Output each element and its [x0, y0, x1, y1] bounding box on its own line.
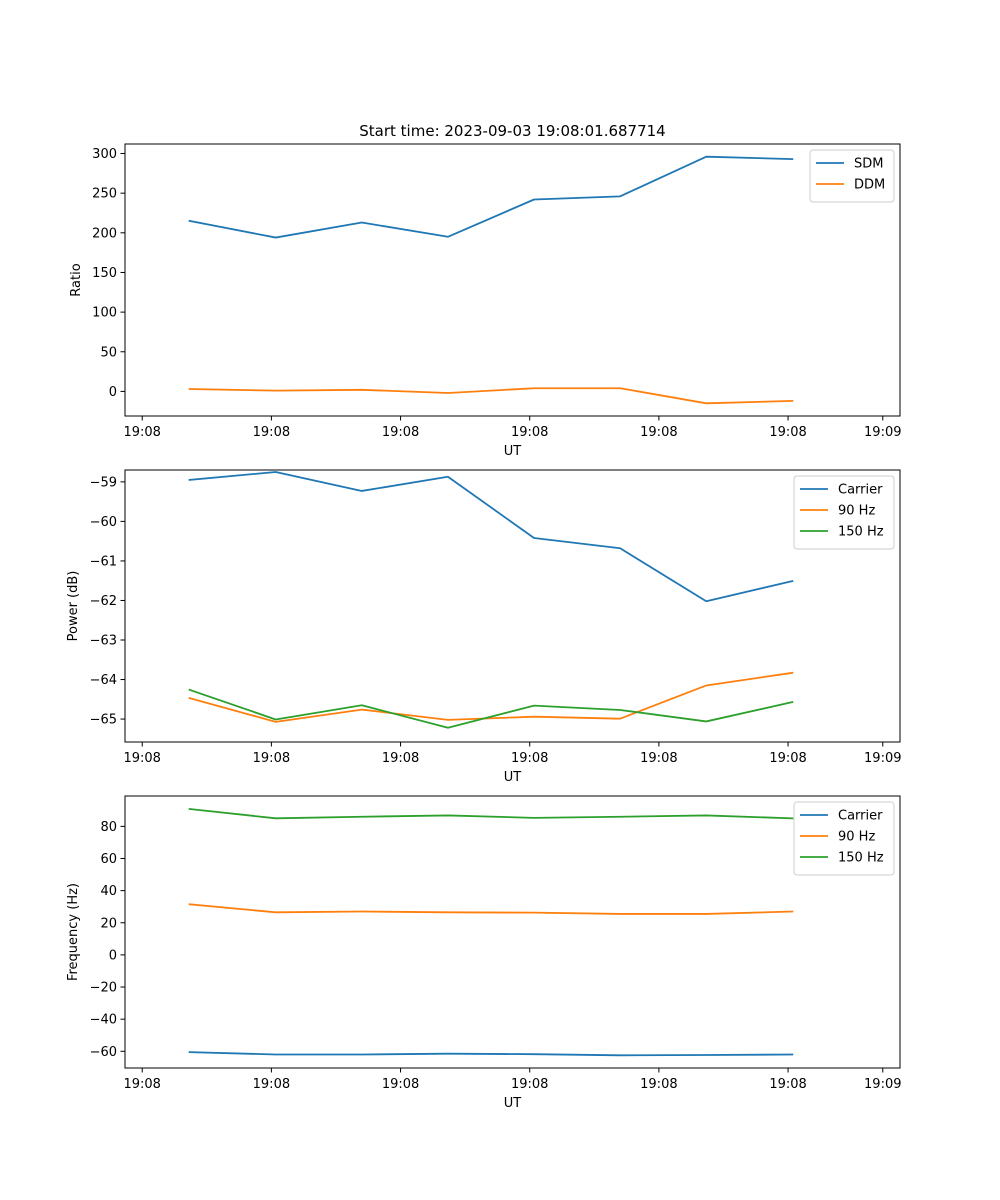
y-tick-label: −40	[90, 1013, 117, 1028]
legend-label: Carrier	[838, 483, 883, 498]
y-tick-label: −59	[90, 475, 117, 490]
legend-label: Carrier	[838, 809, 883, 824]
axes-frame	[124, 795, 901, 1069]
x-tick-label: 19:08	[640, 1077, 677, 1092]
y-tick-label: −62	[90, 594, 117, 609]
x-tick-label: 19:08	[123, 425, 160, 440]
chart-panel-3: 19:08 19:08 19:08 19:08 19:08 19:08 19:09 −60 −4…	[66, 795, 902, 1111]
x-axis-label: UT	[504, 444, 522, 459]
y-tick-label: −63	[90, 634, 117, 649]
y-tick-label: 0	[109, 385, 117, 400]
legend: SDM DDM	[809, 149, 895, 203]
axes-frame	[124, 143, 901, 417]
x-tick-label: 19:08	[511, 425, 548, 440]
legend-label: 150 Hz	[838, 851, 884, 866]
series-line-carrier	[188, 1051, 794, 1057]
y-tick-label: 150	[92, 266, 117, 281]
y-tick-label: 20	[100, 916, 117, 931]
x-tick-label: 19:08	[640, 425, 677, 440]
chart-panel-2: 19:08 19:08 19:08 19:08 19:08 19:08 19:09 −65 −6…	[66, 469, 902, 785]
y-tick-label: −64	[90, 673, 117, 688]
series-line-150-hz	[188, 808, 794, 820]
x-tick-label: 19:08	[123, 751, 160, 766]
series-line-90-hz	[188, 671, 794, 723]
x-axis-label: UT	[504, 1096, 522, 1111]
y-tick-label: −65	[90, 713, 117, 728]
axes-frame	[124, 469, 901, 743]
y-tick-label: 100	[92, 306, 117, 321]
y-axis-label: Power (dB)	[66, 571, 81, 642]
series-line-sdm	[188, 155, 794, 239]
legend-label: 90 Hz	[838, 504, 875, 519]
x-tick-label: 19:08	[511, 751, 548, 766]
legend-label: SDM	[854, 157, 883, 172]
legend: Carrier 90 Hz 150 Hz	[793, 475, 895, 550]
legend-label: 90 Hz	[838, 830, 875, 845]
figure-title: Start time: 2023-09-03 19:08:01.687714	[359, 122, 665, 140]
x-tick-label: 19:08	[769, 1077, 806, 1092]
y-tick-label: 40	[100, 884, 117, 899]
x-tick-label: 19:09	[864, 425, 901, 440]
x-tick-label: 19:08	[511, 1077, 548, 1092]
chart-panel-1: 19:08 19:08 19:08 19:08 19:08 19:08 19:09 0 50 10…	[69, 143, 902, 459]
x-tick-label: 19:08	[769, 425, 806, 440]
x-tick-label: 19:08	[769, 751, 806, 766]
x-tick-label: 19:09	[864, 751, 901, 766]
y-axis-label: Frequency (Hz)	[66, 883, 81, 981]
y-tick-label: 0	[109, 948, 117, 963]
series-line-ddm	[188, 387, 794, 405]
y-tick-label: 80	[100, 820, 117, 835]
y-tick-label: 50	[100, 345, 117, 360]
y-tick-label: 200	[92, 226, 117, 241]
x-tick-label: 19:08	[123, 1077, 160, 1092]
series-line-carrier	[188, 471, 794, 603]
y-tick-label: −20	[90, 981, 117, 996]
x-tick-label: 19:09	[864, 1077, 901, 1092]
y-tick-label: 250	[92, 187, 117, 202]
y-tick-label: −60	[90, 515, 117, 530]
x-tick-label: 19:08	[253, 1077, 290, 1092]
y-tick-label: 300	[92, 147, 117, 162]
charts-container: 19:08 19:08 19:08 19:08 19:08 19:08 19:09 0 50 10…	[66, 143, 902, 1111]
y-tick-label: −60	[90, 1045, 117, 1060]
x-tick-label: 19:08	[382, 751, 419, 766]
y-axis-label: Ratio	[69, 263, 84, 296]
series-line-150-hz	[188, 688, 794, 729]
x-tick-label: 19:08	[253, 751, 290, 766]
legend-label: 150 Hz	[838, 525, 884, 540]
x-tick-label: 19:08	[382, 425, 419, 440]
x-tick-label: 19:08	[640, 751, 677, 766]
legend: Carrier 90 Hz 150 Hz	[793, 801, 895, 876]
x-tick-label: 19:08	[382, 1077, 419, 1092]
y-tick-label: −61	[90, 554, 117, 569]
x-axis-label: UT	[504, 770, 522, 785]
x-tick-label: 19:08	[253, 425, 290, 440]
legend-label: DDM	[854, 178, 885, 193]
series-line-90-hz	[188, 903, 794, 915]
y-tick-label: 60	[100, 852, 117, 867]
